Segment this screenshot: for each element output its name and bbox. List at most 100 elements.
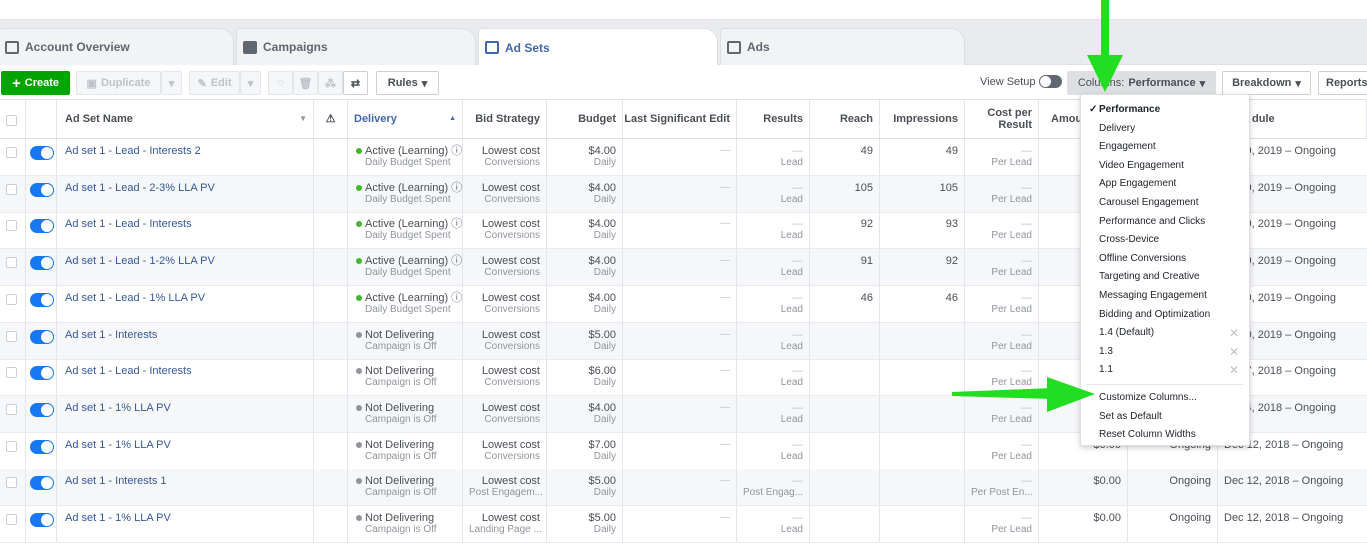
row-toggle[interactable]: [26, 285, 57, 322]
ad-set-name-link[interactable]: Ad set 1 - 1% LLA PV: [65, 512, 171, 524]
menu-action[interactable]: Reset Column Widths: [1099, 429, 1196, 441]
edit-dropdown[interactable]: ▾: [240, 71, 261, 95]
header-ad-set-name[interactable]: Ad Set Name ▼: [57, 100, 314, 138]
close-icon[interactable]: ✕: [1228, 363, 1239, 378]
table-row[interactable]: Ad set 1 - Lead - Interests 2 Active (Le…: [0, 139, 1367, 176]
menu-item-preset[interactable]: Targeting and Creative: [1081, 268, 1249, 287]
row-checkbox[interactable]: [0, 175, 26, 212]
schedule: 7, 2018 – Ongoing: [1245, 365, 1336, 378]
header-delivery[interactable]: Delivery ▲: [348, 100, 463, 138]
ad-set-name-link[interactable]: Ad set 1 - Lead - 1-2% LLA PV: [65, 255, 215, 268]
row-checkbox[interactable]: [0, 469, 26, 506]
breakdown-button[interactable]: Breakdown ▾: [1222, 71, 1311, 95]
menu-item-preset[interactable]: Performance and Clicks: [1081, 213, 1249, 232]
menu-item-preset[interactable]: Bidding and Optimization: [1081, 306, 1249, 325]
edit-button[interactable]: ✎ Edit: [189, 71, 240, 95]
table-row[interactable]: Ad set 1 - Interests 1 Not Delivering Cam…: [0, 469, 1367, 507]
menu-item-preset[interactable]: 1.4 (Default) ✕: [1081, 324, 1249, 343]
tab-ad-sets[interactable]: Ad Sets: [478, 28, 718, 66]
bid-strategy: Lowest cost: [481, 475, 540, 488]
row-checkbox[interactable]: [0, 506, 26, 542]
row-checkbox[interactable]: [0, 212, 26, 249]
ad-set-name-link[interactable]: Ad set 1 - Lead - 1% LLA PV: [65, 291, 206, 304]
menu-item-preset[interactable]: Cross-Device: [1081, 231, 1249, 250]
row-toggle[interactable]: [26, 359, 57, 396]
row-toggle[interactable]: [26, 249, 57, 286]
info-icon[interactable]: ⓘ: [451, 255, 463, 268]
row-toggle[interactable]: [26, 322, 57, 359]
row-toggle[interactable]: [26, 395, 57, 432]
row-checkbox[interactable]: [0, 395, 26, 432]
menu-item-preset[interactable]: Engagement: [1081, 138, 1249, 157]
trash-icon[interactable]: 🗑: [293, 71, 318, 95]
ad-set-name-link[interactable]: Ad set 1 - Lead - Interests: [65, 365, 192, 378]
menu-item-preset[interactable]: Messaging Engagement: [1081, 287, 1249, 306]
ad-set-name-link[interactable]: Ad set 1 - Interests: [65, 328, 158, 341]
info-icon[interactable]: ⓘ: [451, 291, 463, 304]
menu-item-preset[interactable]: App Engagement: [1081, 175, 1249, 194]
ad-set-name-link[interactable]: Ad set 1 - Lead - Interests: [65, 218, 192, 231]
close-icon[interactable]: ✕: [1228, 344, 1239, 359]
menu-item-preset[interactable]: Offline Conversions: [1081, 250, 1249, 269]
row-toggle[interactable]: [26, 506, 57, 542]
row-toggle[interactable]: [26, 139, 57, 175]
table-row[interactable]: Ad set 1 - Lead - Interests Active (Lear…: [0, 212, 1367, 250]
refresh-icon[interactable]: ◌: [268, 71, 293, 95]
create-button[interactable]: + Create: [1, 71, 70, 95]
menu-item-preset[interactable]: Carousel Engagement: [1081, 194, 1249, 213]
header-reach[interactable]: Reach: [810, 100, 880, 138]
menu-action[interactable]: Set as Default: [1099, 410, 1162, 422]
table-row[interactable]: Ad set 1 - Lead - Interests Not Deliveri…: [0, 359, 1367, 397]
select-all-checkbox[interactable]: [0, 100, 26, 138]
table-row[interactable]: Ad set 1 - 1% LLA PV Not Delivering Campa…: [0, 506, 1367, 543]
row-checkbox[interactable]: [0, 249, 26, 286]
view-setup-toggle[interactable]: View Setup: [980, 75, 1063, 88]
close-icon[interactable]: ✕: [1228, 326, 1239, 341]
reach: 49: [810, 139, 880, 175]
table-row[interactable]: Ad set 1 - Lead - 1% LLA PV Active (Lear…: [0, 285, 1367, 323]
row-toggle[interactable]: [26, 212, 57, 249]
ad-set-name-link[interactable]: Ad set 1 - 1% LLA PV: [65, 438, 171, 451]
menu-item-preset[interactable]: ✓ Performance: [1081, 101, 1249, 120]
export-icon[interactable]: ⇄: [343, 71, 368, 95]
header-impressions[interactable]: Impressions: [880, 100, 965, 138]
header-bid-strategy[interactable]: Bid Strategy: [463, 100, 547, 138]
tab-account-overview[interactable]: Account Overview: [0, 28, 234, 65]
row-checkbox[interactable]: [0, 432, 26, 469]
tab-campaigns[interactable]: Campaigns: [236, 28, 476, 65]
row-toggle[interactable]: [26, 432, 57, 469]
header-last-edit[interactable]: Last Significant Edit: [623, 100, 737, 138]
row-toggle[interactable]: [26, 175, 57, 212]
row-toggle[interactable]: [26, 469, 57, 506]
menu-item-preset[interactable]: Video Engagement: [1081, 157, 1249, 176]
ad-set-name-link[interactable]: Ad set 1 - 1% LLA PV: [65, 401, 171, 414]
ad-set-name-link[interactable]: Ad set 1 - Lead - Interests 2: [65, 145, 201, 157]
row-checkbox[interactable]: [0, 322, 26, 359]
duplicate-button[interactable]: ▣ Duplicate: [76, 71, 161, 95]
header-budget[interactable]: Budget: [547, 100, 623, 138]
header-cost-per-result[interactable]: Cost per Result: [965, 100, 1039, 138]
info-icon[interactable]: ⓘ: [451, 145, 463, 157]
ad-set-name-link[interactable]: Ad set 1 - Lead - 2-3% LLA PV: [65, 181, 215, 194]
ad-set-name-link[interactable]: Ad set 1 - Interests 1: [65, 475, 167, 488]
rules-button[interactable]: Rules ▾: [376, 71, 439, 95]
menu-item-preset[interactable]: Delivery: [1081, 120, 1249, 139]
header-results[interactable]: Results: [737, 100, 810, 138]
info-icon[interactable]: ⓘ: [451, 181, 463, 194]
schedule: 9, 2019 – Ongoing: [1245, 181, 1336, 194]
reports-button[interactable]: Reports: [1318, 71, 1367, 95]
row-checkbox[interactable]: [0, 359, 26, 396]
menu-action[interactable]: Customize Columns...: [1099, 391, 1197, 403]
tab-ads[interactable]: Ads: [720, 28, 965, 65]
rules-label: Rules: [387, 77, 418, 89]
info-icon[interactable]: ⓘ: [451, 218, 463, 231]
bid-strategy-sub: Conversions: [484, 450, 540, 462]
menu-item-preset[interactable]: 1.3 ✕: [1081, 343, 1249, 362]
row-checkbox[interactable]: [0, 285, 26, 322]
row-checkbox[interactable]: [0, 139, 26, 175]
warning-icon[interactable]: ⚠: [314, 100, 348, 138]
columns-button[interactable]: Columns:Performance▾: [1067, 71, 1216, 95]
ab-test-icon[interactable]: ⁂: [318, 71, 343, 95]
menu-item-preset[interactable]: 1.1 ✕: [1081, 361, 1249, 380]
duplicate-dropdown[interactable]: ▾: [161, 71, 182, 95]
